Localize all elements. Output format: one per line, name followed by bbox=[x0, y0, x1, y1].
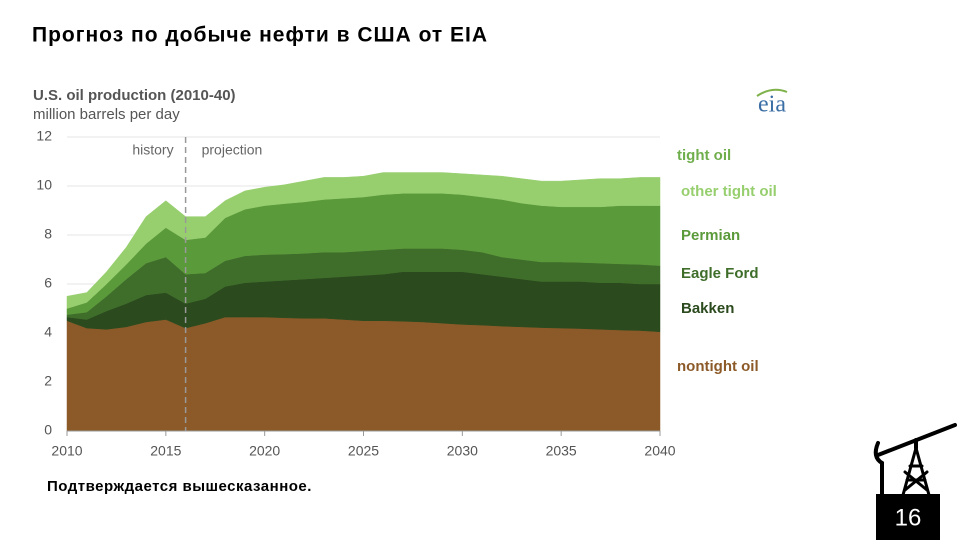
slide-title: Прогноз по добыче нефти в США от EIA bbox=[32, 24, 488, 47]
footer-text: Подтверждается вышесказанное. bbox=[47, 478, 312, 495]
x-tick-label: 2035 bbox=[546, 443, 577, 459]
legend-label: Eagle Ford bbox=[681, 265, 759, 282]
chart-title: U.S. oil production (2010-40) bbox=[33, 87, 236, 104]
legend-label: Permian bbox=[681, 227, 740, 244]
y-tick-label: 4 bbox=[44, 324, 52, 340]
history-label: history bbox=[132, 142, 173, 158]
y-tick-label: 10 bbox=[36, 177, 52, 193]
y-tick-label: 12 bbox=[36, 128, 52, 144]
chart-subtitle: million barrels per day bbox=[33, 106, 180, 123]
x-tick-label: 2025 bbox=[348, 443, 379, 459]
x-tick-label: 2015 bbox=[150, 443, 181, 459]
x-tick-label: 2030 bbox=[447, 443, 478, 459]
plot: 0 2 4 6 8 10 12 2010 2015 2020 2025 2030 2035 2040 his… bbox=[36, 128, 776, 459]
projection-label: projection bbox=[202, 142, 263, 158]
legend-label: other tight oil bbox=[681, 183, 777, 200]
area bbox=[66, 316, 661, 432]
derrick-icon bbox=[873, 423, 957, 497]
page-number-box bbox=[876, 494, 940, 540]
x-tick-label: 2010 bbox=[51, 443, 82, 459]
page-number: 16 bbox=[895, 504, 922, 531]
y-tick-label: 6 bbox=[44, 275, 52, 291]
y-tick-label: 8 bbox=[44, 226, 52, 242]
y-tick-label: 2 bbox=[44, 373, 52, 389]
area bbox=[66, 172, 661, 309]
legend-label: nontight oil bbox=[677, 358, 759, 375]
logo-swoosh bbox=[756, 88, 788, 97]
x-tick-label: 2040 bbox=[644, 443, 675, 459]
group-label: tight oil bbox=[677, 147, 731, 164]
y-tick-label: 0 bbox=[44, 422, 52, 438]
x-tick-label: 2020 bbox=[249, 443, 280, 459]
source-logo: eia bbox=[758, 92, 786, 118]
legend-label: Bakken bbox=[681, 300, 734, 317]
